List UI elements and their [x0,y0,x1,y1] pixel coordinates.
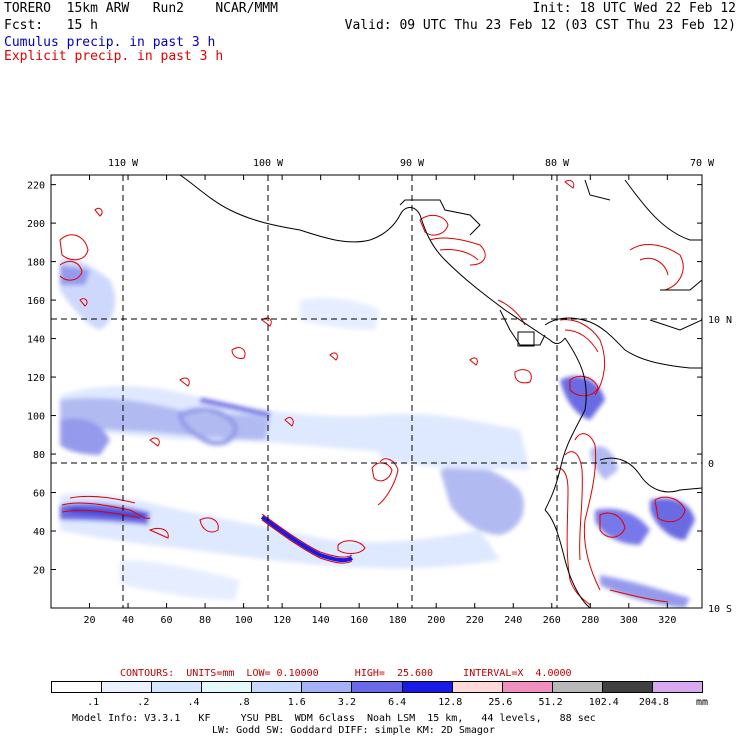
model-title: TORERO 15km ARW Run2 NCAR/MMM [4,1,278,16]
legend-value: .8 [237,697,250,708]
bottom-axis-label: 180 [389,615,407,626]
forecast-hour: Fcst: 15 h [4,18,98,33]
legend-value: 12.8 [438,697,463,708]
left-axis-label: 200 [27,219,45,230]
top-lon-label: 70 W [690,158,715,169]
precip-fields [51,175,702,608]
left-axis-label: 100 [27,412,45,423]
explicit-precip-label: Explicit precip. in past 3 h [4,49,224,64]
contour-info: CONTOURS: UNITS=mm LOW= 0.10000 HIGH= 25… [120,668,572,679]
bottom-axis-label: 220 [466,615,484,626]
left-axis-label: 180 [27,258,45,269]
color-legend [51,681,703,693]
bottom-axis-label: 20 [83,615,95,626]
top-lon-label: 90 W [400,158,425,169]
left-axis-label: 20 [33,566,45,577]
coastlines [179,175,702,608]
legend-swatch [302,682,353,692]
bottom-axis-label: 300 [620,615,638,626]
legend-swatch [102,682,153,692]
legend-swatch [552,682,603,692]
top-lon-label: 110 W [108,158,139,169]
left-axis-label: 60 [33,489,45,500]
bottom-axis-label: 200 [427,615,445,626]
heavy-precip-band [260,515,353,563]
right-lat-label: 10 N [708,315,732,326]
legend-swatch [202,682,253,692]
left-axis-label: 220 [27,181,45,192]
top-lon-label: 80 W [545,158,570,169]
legend-swatch [602,682,653,692]
bottom-axis-label: 260 [543,615,561,626]
model-info-line2: LW: Godd SW: Goddard DIFF: simple KM: 2D… [212,725,495,736]
left-axis-label: 80 [33,450,45,461]
bottom-axis-label: 160 [350,615,368,626]
legend-value: 51.2 [538,697,563,708]
bottom-axis-label: 80 [199,615,211,626]
legend-swatch [502,682,553,692]
legend-swatch [352,682,403,692]
left-axis-label: 140 [27,335,45,346]
legend-value: 3.2 [337,697,356,708]
legend-swatch [652,682,703,692]
legend-swatch [402,682,453,692]
valid-time: Valid: 09 UTC Thu 23 Feb 12 (03 CST Thu … [344,18,736,33]
legend-value: 1.6 [287,697,306,708]
legend-value: 102.4 [588,697,619,708]
legend-value: .2 [137,697,150,708]
init-time: Init: 18 UTC Wed 22 Feb 12 [532,1,737,16]
right-lat-label: 0 [708,459,714,470]
bottom-axis-label: 40 [122,615,134,626]
model-info-line1: Model Info: V3.3.1 KF YSU PBL WDM 6class… [72,713,596,724]
right-lat-label: 10 S [708,604,732,615]
bottom-axis-label: 60 [161,615,173,626]
legend-value: .1 [87,697,100,708]
legend-swatch [52,682,103,692]
lat-lon-grid [51,175,702,608]
axis-labels: 220 200 180 160 140 120 100 80 60 40 20 20 40 60 80 100… [27,158,732,626]
explicit-precip-contours [59,179,686,606]
left-axis-label: 120 [27,373,45,384]
bottom-axis-label: 320 [658,615,676,626]
top-lon-label: 100 W [253,158,284,169]
legend-value: .4 [187,697,200,708]
bottom-axis-label: 240 [504,615,522,626]
left-axis-label: 160 [27,296,45,307]
bottom-axis-label: 120 [273,615,291,626]
legend-unit: mm [696,697,709,708]
bottom-axis-label: 140 [312,615,330,626]
axis-ticks [51,175,702,608]
legend-value: 204.8 [638,697,669,708]
legend-value: 6.4 [388,697,407,708]
bottom-axis-label: 100 [235,615,253,626]
bottom-axis-label: 280 [581,615,599,626]
legend-value: 25.6 [488,697,513,708]
left-axis-label: 40 [33,527,45,538]
cumulus-precip-label: Cumulus precip. in past 3 h [4,35,216,50]
legend-swatch [152,682,203,692]
cumulus-precip-shading [60,258,695,608]
map-frame [50,174,703,609]
legend-swatch [252,682,303,692]
legend-swatch [452,682,503,692]
